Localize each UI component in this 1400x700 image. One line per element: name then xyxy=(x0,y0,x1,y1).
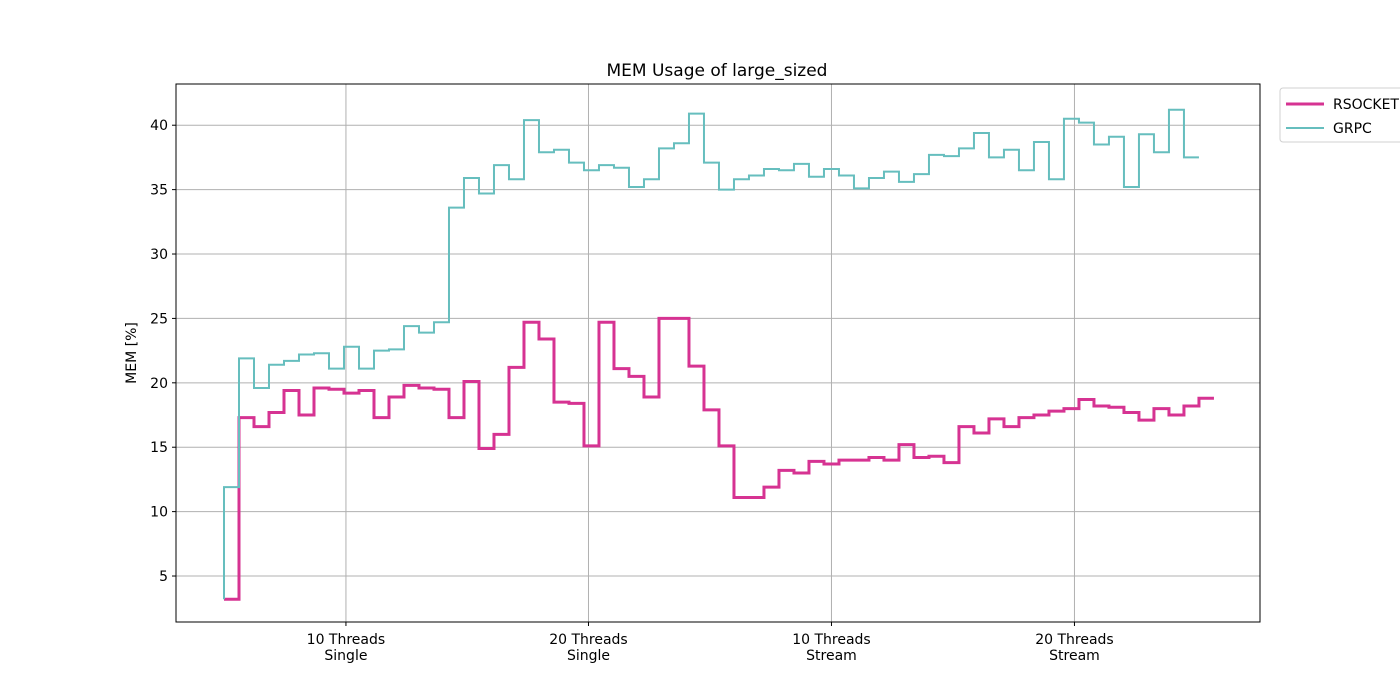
data-line xyxy=(223,316,1214,601)
y-tick-label: 15 xyxy=(150,440,168,456)
y-tick-label: 5 xyxy=(159,569,168,585)
y-tick-label: 35 xyxy=(150,183,168,199)
x-tick-label: 20 Threads Single xyxy=(549,632,628,664)
legend-label: RSOCKET xyxy=(1333,97,1399,113)
y-tick-label: 40 xyxy=(150,118,168,134)
y-tick-label: 30 xyxy=(150,247,168,263)
y-axis-label: MEM [%] xyxy=(124,322,140,384)
x-tick-label: 10 Threads Single xyxy=(307,632,386,664)
legend-label: GRPC xyxy=(1333,121,1372,137)
chart-title: MEM Usage of large_sized xyxy=(607,61,828,81)
x-tick-label: 10 Threads Stream xyxy=(792,632,871,664)
y-tick-label: 20 xyxy=(150,376,168,392)
x-tick-label: 20 Threads Stream xyxy=(1035,632,1114,664)
plot-frame xyxy=(175,83,1261,623)
data-line xyxy=(222,108,1199,600)
y-tick-label: 25 xyxy=(150,311,168,327)
y-tick-label: 10 xyxy=(150,505,168,521)
